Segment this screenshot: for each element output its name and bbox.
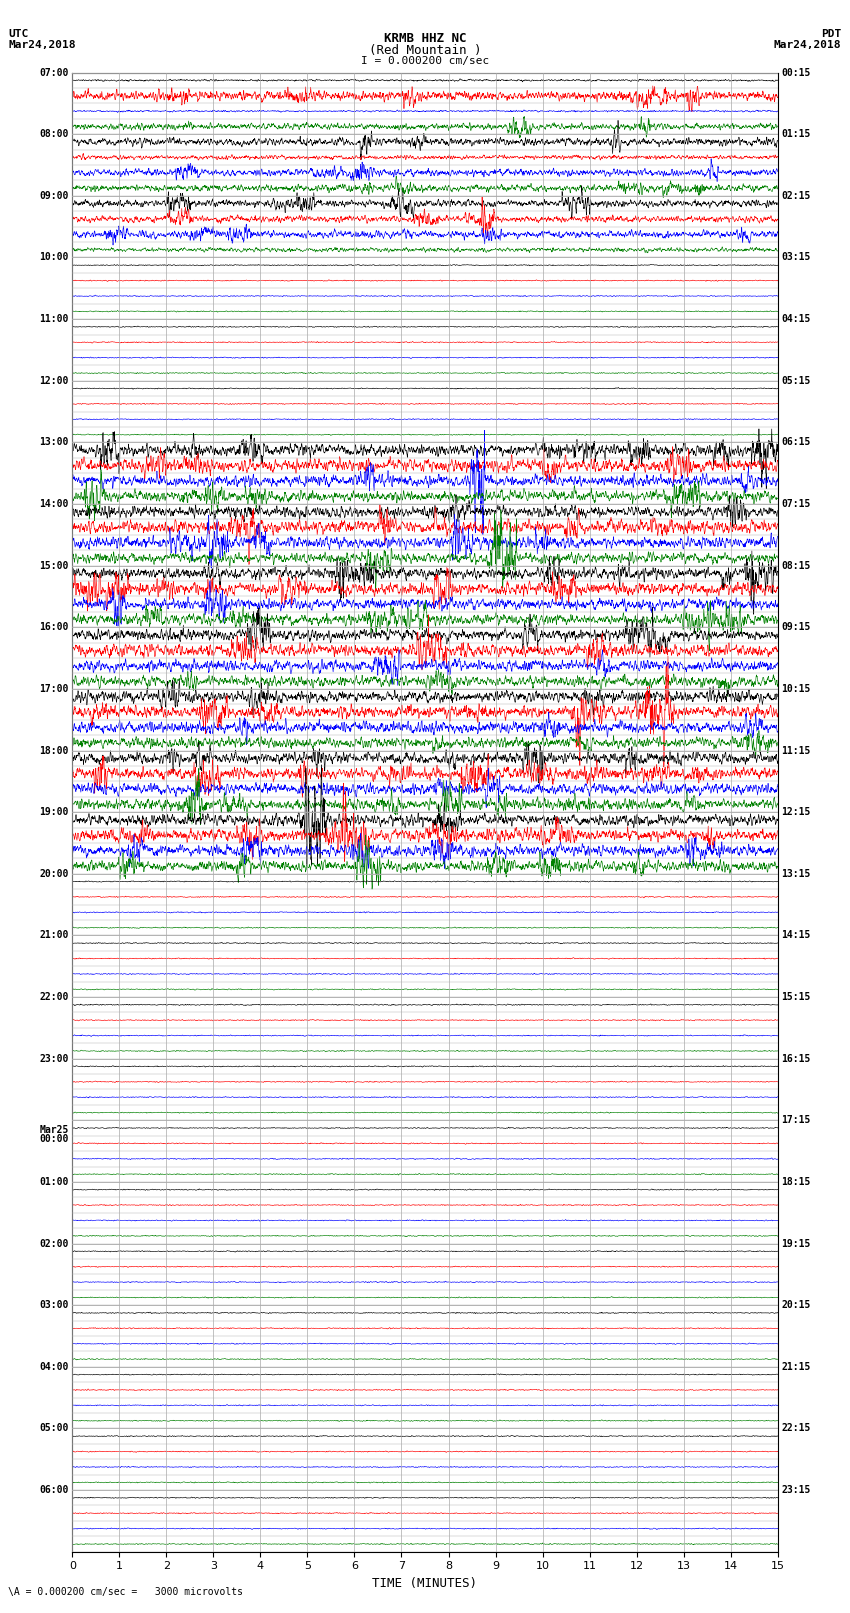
- Text: 08:15: 08:15: [781, 561, 811, 571]
- X-axis label: TIME (MINUTES): TIME (MINUTES): [372, 1578, 478, 1590]
- Text: Mar24,2018: Mar24,2018: [8, 40, 76, 50]
- Text: 16:15: 16:15: [781, 1053, 811, 1063]
- Text: 09:15: 09:15: [781, 623, 811, 632]
- Text: 19:15: 19:15: [781, 1239, 811, 1248]
- Text: 03:15: 03:15: [781, 253, 811, 263]
- Text: 07:00: 07:00: [39, 68, 69, 77]
- Text: 01:15: 01:15: [781, 129, 811, 139]
- Text: 14:15: 14:15: [781, 931, 811, 940]
- Text: 22:15: 22:15: [781, 1423, 811, 1434]
- Text: 21:15: 21:15: [781, 1361, 811, 1371]
- Text: UTC: UTC: [8, 29, 29, 39]
- Text: 15:15: 15:15: [781, 992, 811, 1002]
- Text: 22:00: 22:00: [39, 992, 69, 1002]
- Text: 00:15: 00:15: [781, 68, 811, 77]
- Text: \A = 0.000200 cm/sec =   3000 microvolts: \A = 0.000200 cm/sec = 3000 microvolts: [8, 1587, 243, 1597]
- Text: 21:00: 21:00: [39, 931, 69, 940]
- Text: 20:00: 20:00: [39, 869, 69, 879]
- Text: 16:00: 16:00: [39, 623, 69, 632]
- Text: 17:00: 17:00: [39, 684, 69, 694]
- Text: 06:00: 06:00: [39, 1486, 69, 1495]
- Text: 11:15: 11:15: [781, 745, 811, 755]
- Text: (Red Mountain ): (Red Mountain ): [369, 44, 481, 56]
- Text: 06:15: 06:15: [781, 437, 811, 447]
- Text: 10:15: 10:15: [781, 684, 811, 694]
- Text: 05:15: 05:15: [781, 376, 811, 386]
- Text: 18:00: 18:00: [39, 745, 69, 755]
- Text: 04:15: 04:15: [781, 315, 811, 324]
- Text: 11:00: 11:00: [39, 315, 69, 324]
- Text: 18:15: 18:15: [781, 1177, 811, 1187]
- Text: 00:00: 00:00: [39, 1134, 69, 1144]
- Text: 02:15: 02:15: [781, 190, 811, 202]
- Text: I = 0.000200 cm/sec: I = 0.000200 cm/sec: [361, 56, 489, 66]
- Text: Mar24,2018: Mar24,2018: [774, 40, 842, 50]
- Text: 23:15: 23:15: [781, 1486, 811, 1495]
- Text: 02:00: 02:00: [39, 1239, 69, 1248]
- Text: 12:00: 12:00: [39, 376, 69, 386]
- Text: 10:00: 10:00: [39, 253, 69, 263]
- Text: 17:15: 17:15: [781, 1115, 811, 1126]
- Text: 15:00: 15:00: [39, 561, 69, 571]
- Text: KRMB HHZ NC: KRMB HHZ NC: [383, 32, 467, 45]
- Text: 19:00: 19:00: [39, 806, 69, 818]
- Text: 23:00: 23:00: [39, 1053, 69, 1063]
- Text: 13:00: 13:00: [39, 437, 69, 447]
- Text: 05:00: 05:00: [39, 1423, 69, 1434]
- Text: 01:00: 01:00: [39, 1177, 69, 1187]
- Text: 08:00: 08:00: [39, 129, 69, 139]
- Text: Mar25: Mar25: [39, 1124, 69, 1134]
- Text: 03:00: 03:00: [39, 1300, 69, 1310]
- Text: 14:00: 14:00: [39, 498, 69, 510]
- Text: 07:15: 07:15: [781, 498, 811, 510]
- Text: 20:15: 20:15: [781, 1300, 811, 1310]
- Text: 12:15: 12:15: [781, 806, 811, 818]
- Text: 04:00: 04:00: [39, 1361, 69, 1371]
- Text: PDT: PDT: [821, 29, 842, 39]
- Text: 13:15: 13:15: [781, 869, 811, 879]
- Text: 09:00: 09:00: [39, 190, 69, 202]
